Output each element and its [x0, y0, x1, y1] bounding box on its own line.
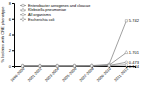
legend-item: Escherichia coli [20, 17, 55, 21]
marker [39, 64, 41, 68]
tick-label: 2007-2008 [79, 67, 95, 83]
marker [39, 65, 41, 67]
tick-mark [12, 19, 14, 20]
tick-mark [12, 35, 14, 36]
end-label: 5.742 [129, 18, 140, 23]
plot-area [21, 20, 128, 68]
end-label: 1.701 [129, 50, 140, 55]
legend-swatch [20, 5, 26, 6]
tick-label: 8 [9, 1, 12, 6]
x-tick: 2003-2004 [44, 66, 60, 83]
marker [125, 51, 128, 54]
tick-label: 2001-2002 [27, 67, 43, 83]
series-line [23, 21, 127, 66]
tick-label: 4 [9, 32, 12, 37]
legend-swatch [20, 14, 26, 15]
x-axis: 1999-20002001-20022003-20042005-20062007… [10, 66, 136, 83]
legend-marker [22, 13, 25, 16]
tick-mark [12, 3, 14, 4]
marker [21, 64, 23, 68]
legend-label: All organisms [28, 13, 51, 17]
marker [125, 20, 127, 22]
marker [108, 64, 110, 68]
marker [56, 64, 58, 68]
legend-item: All organisms [20, 13, 51, 17]
x-tick: 2007-2008 [79, 66, 95, 83]
marker [108, 64, 111, 67]
legend-marker [22, 4, 24, 6]
marker [125, 63, 127, 67]
y-tick: 6 [9, 17, 14, 22]
marker [73, 64, 75, 68]
tick-label: 1999-2000 [10, 67, 26, 83]
legend-marker [21, 8, 24, 11]
x-tick: 1999-2000 [10, 66, 26, 83]
marker [39, 65, 42, 68]
y-axis: 0 2 4 6 8 [9, 1, 15, 69]
legend-item: Enterobacter aerogenes and cloacae [20, 4, 90, 8]
tick-label: 2 [9, 48, 12, 53]
y-axis-title: % Isolates with CRE phenotype [0, 6, 5, 63]
y-tick: 2 [9, 48, 14, 53]
legend-label: Enterobacter aerogenes and cloacae [28, 4, 90, 8]
x-tick: 2001-2002 [27, 66, 43, 83]
legend-label: Klebsiella pneumoniae [28, 8, 66, 12]
marker [91, 65, 94, 68]
tick-label: 0 [9, 64, 12, 69]
y-tick: 8 [9, 1, 14, 6]
chart: 0 2 4 6 8 1999-20002001-20022003-20042005-200… [0, 0, 150, 85]
tick-mark [12, 50, 14, 51]
legend-marker [22, 17, 24, 21]
tick-label: 6 [9, 17, 12, 22]
x-tick: 2009-2010 [96, 66, 112, 83]
tick-mark [12, 66, 14, 67]
tick-label: 2003-2004 [44, 67, 60, 83]
end-label: 0.144 [129, 64, 140, 69]
axis-line [12, 4, 15, 67]
marker [56, 65, 59, 68]
marker [91, 64, 93, 68]
legend-label: Escherichia coli [28, 18, 55, 22]
y-tick: 4 [9, 32, 14, 37]
x-tick: 2011-2012 [114, 66, 129, 82]
marker [22, 65, 24, 67]
tick-label: 2005-2006 [62, 67, 78, 83]
y-tick: 0 [9, 64, 14, 69]
marker [73, 65, 76, 68]
x-tick: 2005-2006 [62, 66, 78, 83]
legend: Enterobacter aerogenes and cloacaeKlebsi… [20, 4, 90, 22]
legend-item: Klebsiella pneumoniae [20, 8, 66, 12]
tick-label: 2011-2012 [114, 67, 129, 82]
marker [21, 65, 24, 68]
tick-label: 2009-2010 [96, 67, 112, 83]
